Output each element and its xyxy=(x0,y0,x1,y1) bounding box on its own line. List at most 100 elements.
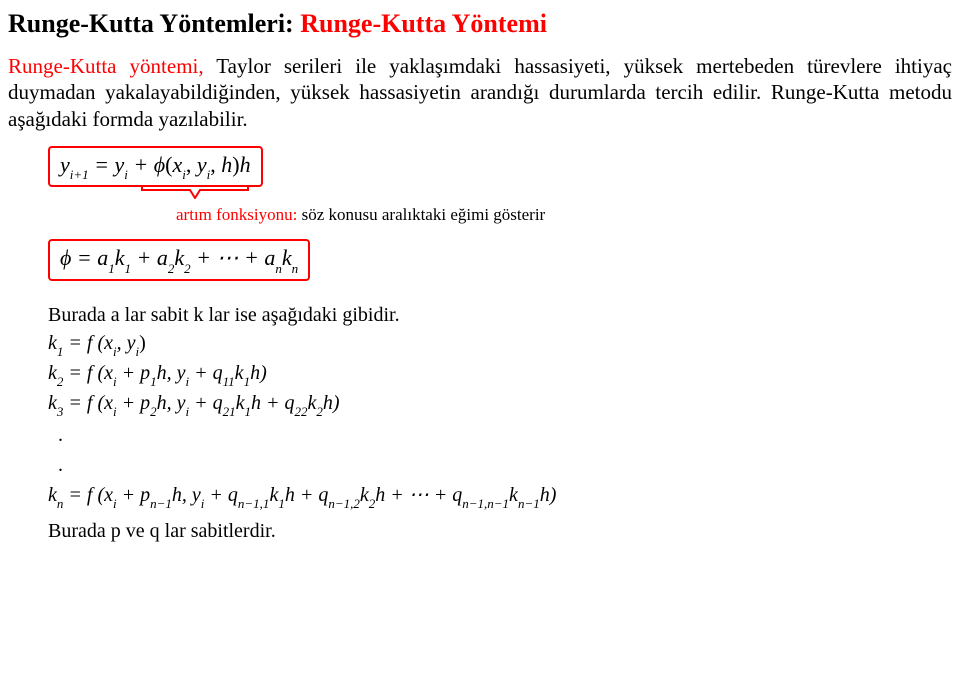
phi-equation-wrap: ϕ = a1k1 + a2k2 + ⋯ + ankn xyxy=(48,239,952,280)
burada-1-text: Burada a lar sabit k lar ise aşağıdaki g… xyxy=(48,304,400,326)
eq-sub-ip1: i+1 xyxy=(70,167,89,182)
phi-bracket xyxy=(140,185,952,199)
k2-i2: i xyxy=(186,374,190,389)
eq-close: ) xyxy=(232,152,239,177)
phi-equation: ϕ = a1k1 + a2k2 + ⋯ + ankn xyxy=(60,245,298,270)
k3-close: h) xyxy=(323,392,340,414)
kn-q: + q xyxy=(204,484,238,506)
k2-eq: = f (x xyxy=(63,362,113,384)
k3-p: + p xyxy=(117,392,151,414)
kn-snn: n−1 xyxy=(518,496,540,511)
k3-i: i xyxy=(113,404,117,419)
kn-k1: 1 xyxy=(278,496,285,511)
k3-eq: = f (x xyxy=(63,392,113,414)
eq-plus: + xyxy=(128,152,154,177)
k2-line: k2 = f (xi + p1h, yi + q11k1h) xyxy=(48,359,952,389)
k2-kk: k xyxy=(235,362,244,384)
main-equation: yi+1 = yi + ϕ(xi, yi, h)h xyxy=(60,152,251,177)
k1-c: , y xyxy=(117,332,136,354)
eq-x: x xyxy=(172,152,182,177)
phi-s2: 2 xyxy=(168,261,175,276)
k1-i: i xyxy=(113,344,117,359)
kn-close: h) xyxy=(540,484,557,506)
phi-caption-rest: söz konusu aralıktaki eğimi gösterir xyxy=(297,205,545,224)
phi-ks1: 1 xyxy=(125,261,132,276)
kn-i: i xyxy=(113,496,117,511)
phi-kn: k xyxy=(282,245,292,270)
kn-hq: h + q xyxy=(285,484,329,506)
kn-kk2: k xyxy=(360,484,369,506)
eq-c2: , xyxy=(210,152,221,177)
dots-1: . xyxy=(58,421,952,449)
kn-s2: 2 xyxy=(369,496,376,511)
burada-1: Burada a lar sabit k lar ise aşağıdaki g… xyxy=(48,301,952,329)
phi-caption: artım fonksiyonu: söz konusu aralıktaki … xyxy=(176,205,952,225)
eq-y: y xyxy=(60,152,70,177)
phi-dots: + ⋯ + a xyxy=(191,245,276,270)
k-definitions: Burada a lar sabit k lar ise aşağıdaki g… xyxy=(48,301,952,546)
kn-p: + p xyxy=(117,484,151,506)
kn-pn1: n−1 xyxy=(150,496,172,511)
k3-q21: 21 xyxy=(223,404,236,419)
eq-eq: = xyxy=(89,152,115,177)
phi-ksn: n xyxy=(292,261,299,276)
kn-kk: k xyxy=(269,484,278,506)
page-title: Runge-Kutta Yöntemleri: Runge-Kutta Yönt… xyxy=(8,8,952,39)
k2-p: + p xyxy=(117,362,151,384)
main-equation-box: yi+1 = yi + ϕ(xi, yi, h)h xyxy=(48,146,263,187)
title-part2: Runge-Kutta Yöntemi xyxy=(300,9,547,38)
kn-line: kn = f (xi + pn−1h, yi + qn−1,1k1h + qn−… xyxy=(48,481,952,511)
k3-s: 3 xyxy=(57,404,64,419)
k2-q: + q xyxy=(189,362,223,384)
k3-s2: 2 xyxy=(316,404,323,419)
kn-sn: n xyxy=(57,496,64,511)
eq-yi: y xyxy=(115,152,125,177)
phi-ks2: 2 xyxy=(184,261,191,276)
burada-2: Burada p ve q lar sabitlerdir. xyxy=(48,517,952,545)
eq-h: h xyxy=(221,152,232,177)
k3-kk: k xyxy=(236,392,245,414)
k3-q22: 22 xyxy=(295,404,308,419)
kn-qc: n−1,n−1 xyxy=(462,496,509,511)
k1-eq: = f (x xyxy=(63,332,113,354)
k2-close: h) xyxy=(250,362,267,384)
k1-line: k1 = f (xi, yi) xyxy=(48,329,952,359)
eq-sub-i2: i xyxy=(182,167,186,182)
kn-i2: i xyxy=(201,496,205,511)
k3-h: h, y xyxy=(157,392,186,414)
eq-sub-i1: i xyxy=(124,167,128,182)
kn-eq: = f (x xyxy=(63,484,113,506)
phi-equation-box: ϕ = a1k1 + a2k2 + ⋯ + ankn xyxy=(48,239,310,280)
phi-1: ϕ = a xyxy=(60,245,108,270)
phi-k1: k xyxy=(115,245,125,270)
k2-h: h, y xyxy=(157,362,186,384)
k1-s: 1 xyxy=(57,344,64,359)
title-part1: Runge-Kutta Yöntemleri: xyxy=(8,9,300,38)
k1-k: k xyxy=(48,332,57,354)
k2-k: k xyxy=(48,362,57,384)
phi-caption-label: artım fonksiyonu: xyxy=(176,205,297,224)
k3-i2: i xyxy=(186,404,190,419)
bracket-icon xyxy=(140,185,250,199)
eq-y2: y xyxy=(197,152,207,177)
k2-i: i xyxy=(113,374,117,389)
intro-lead: Runge-Kutta yöntemi, xyxy=(8,54,204,78)
k2-s: 2 xyxy=(57,374,64,389)
kn-qa: n−1,1 xyxy=(238,496,270,511)
phi-sn: n xyxy=(275,261,282,276)
intro-paragraph: Runge-Kutta yöntemi, Taylor serileri ile… xyxy=(8,53,952,132)
kn-k: k xyxy=(48,484,57,506)
kn-dots: h + ⋯ + q xyxy=(375,484,462,506)
kn-knn: k xyxy=(509,484,518,506)
k2-k1: 1 xyxy=(244,374,251,389)
k1-i2: i xyxy=(136,344,140,359)
phi-p2: + a xyxy=(131,245,168,270)
k3-k1: 1 xyxy=(245,404,252,419)
phi-s1: 1 xyxy=(108,261,115,276)
k3-p2: 2 xyxy=(150,404,157,419)
main-equation-box-wrap: yi+1 = yi + ϕ(xi, yi, h)h xyxy=(8,142,952,187)
k3-k: k xyxy=(48,392,57,414)
k2-q11: 11 xyxy=(223,374,235,389)
eq-sub-i3: i xyxy=(207,167,211,182)
k1-close: ) xyxy=(139,332,146,354)
